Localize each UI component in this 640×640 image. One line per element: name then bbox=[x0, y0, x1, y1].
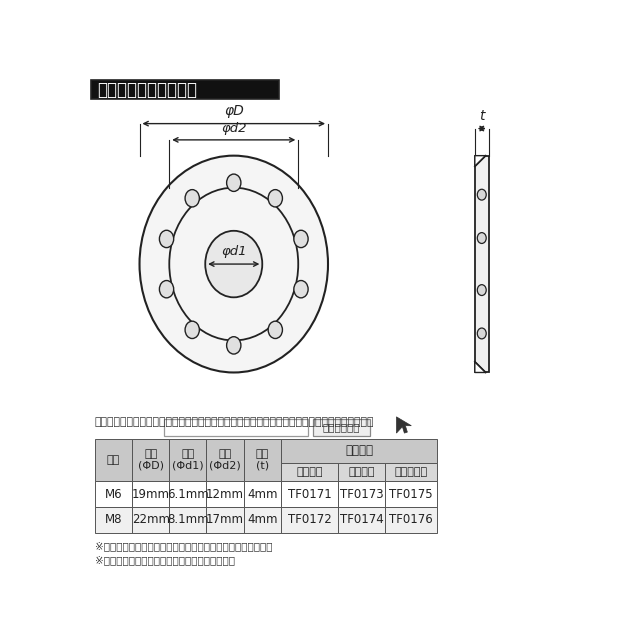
Bar bbox=[95, 439, 132, 481]
Ellipse shape bbox=[205, 231, 262, 298]
Ellipse shape bbox=[477, 232, 486, 243]
Ellipse shape bbox=[477, 189, 486, 200]
Bar bbox=[244, 507, 281, 532]
Text: ゴールド: ゴールド bbox=[348, 467, 375, 477]
Bar bbox=[91, 80, 280, 99]
Bar bbox=[313, 419, 370, 436]
Ellipse shape bbox=[294, 230, 308, 248]
Text: 外径
(ΦD): 外径 (ΦD) bbox=[138, 449, 164, 471]
Bar bbox=[281, 507, 338, 532]
Bar bbox=[169, 439, 207, 481]
Bar bbox=[475, 156, 489, 372]
Bar bbox=[95, 507, 132, 532]
Bar bbox=[207, 507, 244, 532]
Text: TF0171: TF0171 bbox=[287, 488, 332, 500]
Text: TF0172: TF0172 bbox=[287, 513, 332, 526]
Text: 厚さ
(t): 厚さ (t) bbox=[255, 449, 269, 471]
Ellipse shape bbox=[140, 156, 328, 372]
Ellipse shape bbox=[268, 189, 282, 207]
Bar bbox=[207, 439, 244, 481]
Bar bbox=[338, 481, 385, 507]
Text: 19mm: 19mm bbox=[132, 488, 170, 500]
Bar bbox=[169, 481, 207, 507]
Bar bbox=[338, 463, 385, 481]
Text: 焼きチタン: 焼きチタン bbox=[394, 467, 428, 477]
Text: t: t bbox=[479, 109, 484, 123]
Text: 12mm: 12mm bbox=[206, 488, 244, 500]
Text: 当店品番: 当店品番 bbox=[345, 444, 373, 458]
Bar bbox=[95, 481, 132, 507]
Bar bbox=[164, 419, 308, 436]
Ellipse shape bbox=[159, 230, 173, 248]
Bar bbox=[385, 481, 437, 507]
Text: TF0174: TF0174 bbox=[340, 513, 383, 526]
Text: TF0175: TF0175 bbox=[389, 488, 433, 500]
Ellipse shape bbox=[477, 285, 486, 296]
Ellipse shape bbox=[268, 321, 282, 339]
Bar bbox=[132, 439, 169, 481]
Polygon shape bbox=[475, 362, 486, 372]
Text: 22mm: 22mm bbox=[132, 513, 170, 526]
Bar bbox=[281, 463, 338, 481]
Text: ラインアップ＆サイズ: ラインアップ＆サイズ bbox=[97, 81, 197, 99]
Text: TF0173: TF0173 bbox=[340, 488, 383, 500]
Polygon shape bbox=[396, 417, 412, 433]
Bar bbox=[244, 439, 281, 481]
Text: ※記載のサイズは平均値です。個体により誤差がございます。: ※記載のサイズは平均値です。個体により誤差がございます。 bbox=[95, 541, 273, 552]
Bar bbox=[207, 481, 244, 507]
Text: φd2: φd2 bbox=[221, 122, 246, 135]
Text: M6: M6 bbox=[105, 488, 122, 500]
Bar bbox=[132, 507, 169, 532]
Ellipse shape bbox=[185, 321, 199, 339]
Bar bbox=[385, 463, 437, 481]
Ellipse shape bbox=[185, 189, 199, 207]
Polygon shape bbox=[475, 156, 486, 166]
Text: 枠径
(Φd2): 枠径 (Φd2) bbox=[209, 449, 241, 471]
Bar bbox=[281, 439, 437, 463]
Text: φD: φD bbox=[224, 104, 244, 118]
Ellipse shape bbox=[227, 337, 241, 354]
Text: 内径
(Φd1): 内径 (Φd1) bbox=[172, 449, 204, 471]
Bar bbox=[244, 481, 281, 507]
Text: M8: M8 bbox=[105, 513, 122, 526]
Text: ストア内検索に商品番号を入力していただけますとお探しの商品に素早くアクセスができます。: ストア内検索に商品番号を入力していただけますとお探しの商品に素早くアクセスができ… bbox=[95, 417, 374, 427]
Text: 17mm: 17mm bbox=[206, 513, 244, 526]
Bar bbox=[169, 507, 207, 532]
Bar bbox=[338, 507, 385, 532]
Bar bbox=[132, 481, 169, 507]
Ellipse shape bbox=[159, 280, 173, 298]
Text: シルバー: シルバー bbox=[296, 467, 323, 477]
Bar bbox=[385, 507, 437, 532]
Ellipse shape bbox=[477, 328, 486, 339]
Text: 呼び: 呼び bbox=[107, 455, 120, 465]
Bar bbox=[281, 481, 338, 507]
Text: 4mm: 4mm bbox=[247, 513, 278, 526]
Text: 6.1mm: 6.1mm bbox=[167, 488, 209, 500]
Text: ※個体差により着色が異なる場合がございます。: ※個体差により着色が異なる場合がございます。 bbox=[95, 556, 235, 565]
Text: TF0176: TF0176 bbox=[389, 513, 433, 526]
Ellipse shape bbox=[294, 280, 308, 298]
Text: 8.1mm: 8.1mm bbox=[167, 513, 209, 526]
Ellipse shape bbox=[227, 174, 241, 191]
Text: φd1: φd1 bbox=[221, 245, 246, 258]
Text: ストア内検索: ストア内検索 bbox=[323, 422, 360, 433]
Text: 4mm: 4mm bbox=[247, 488, 278, 500]
